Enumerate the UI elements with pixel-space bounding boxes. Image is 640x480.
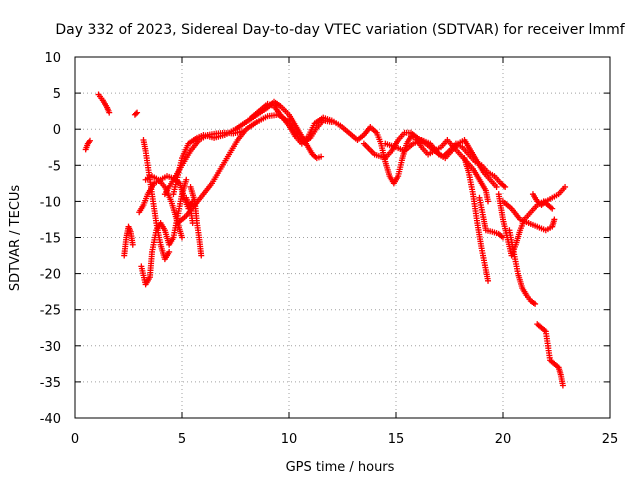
satellite-track [360, 129, 509, 190]
y-tick-label: 0 [53, 123, 61, 138]
x-tick-label: 20 [495, 432, 512, 447]
y-tick-label: 10 [44, 51, 61, 66]
data-point [189, 220, 196, 227]
satellite-track [161, 128, 245, 198]
data-point [562, 183, 569, 190]
data-point [493, 183, 500, 190]
satellite-track [138, 176, 190, 288]
x-tick-label: 5 [178, 432, 186, 447]
satellite-track [461, 155, 492, 284]
x-tick-label: 25 [602, 432, 619, 447]
y-tick-label: -35 [40, 376, 61, 391]
satellite-track [142, 173, 185, 241]
data-point [318, 153, 325, 160]
data-point [485, 277, 492, 284]
data-point [179, 234, 185, 241]
data-point [502, 183, 509, 190]
data-point [183, 176, 190, 183]
y-tick-label: -30 [40, 340, 61, 355]
satellite-track [183, 194, 196, 227]
data-point [559, 382, 566, 389]
data-point [86, 137, 93, 144]
satellite-track [187, 183, 205, 259]
data-point [532, 300, 539, 307]
y-tick-label: -15 [40, 232, 61, 247]
data-point [129, 241, 136, 248]
satellite-track [174, 111, 335, 227]
satellite-track [534, 321, 566, 389]
data-point [198, 252, 205, 259]
x-tick-label: 0 [71, 432, 79, 447]
satellite-track [121, 223, 136, 259]
y-tick-label: -10 [40, 195, 61, 210]
data-point [134, 109, 141, 116]
satellite-track [382, 137, 500, 190]
data-point [166, 248, 173, 255]
data-point [485, 198, 492, 205]
data-point [106, 109, 113, 116]
y-tick-label: -20 [40, 268, 61, 283]
y-tick-label: -40 [40, 412, 61, 427]
satellite-track [506, 227, 539, 307]
data-point [551, 216, 558, 223]
satellite-track [500, 198, 558, 234]
data-point [549, 205, 556, 212]
satellite-track [131, 109, 141, 118]
satellite-track [529, 183, 569, 209]
y-tick-label: 5 [53, 87, 61, 102]
y-axis-label: SDTVAR / TECUs [8, 185, 23, 292]
y-tick-label: -5 [48, 159, 61, 174]
satellite-track [95, 91, 113, 116]
axis-ticks: 0 5 10 15 20 25 10 5 0 -5 -10 -15 -20 -25 -30 -35 -40 [40, 51, 619, 447]
x-axis-label: GPS time / hours [286, 460, 395, 475]
y-tick-label: -25 [40, 304, 61, 319]
x-tick-label: 10 [281, 432, 298, 447]
satellite-track [247, 100, 492, 205]
chart-title: Day 332 of 2023, Sidereal Day-to-day VTE… [55, 22, 625, 38]
data-marks [82, 91, 569, 389]
x-tick-label: 15 [388, 432, 405, 447]
satellite-track [82, 137, 93, 153]
data-point [132, 110, 139, 117]
